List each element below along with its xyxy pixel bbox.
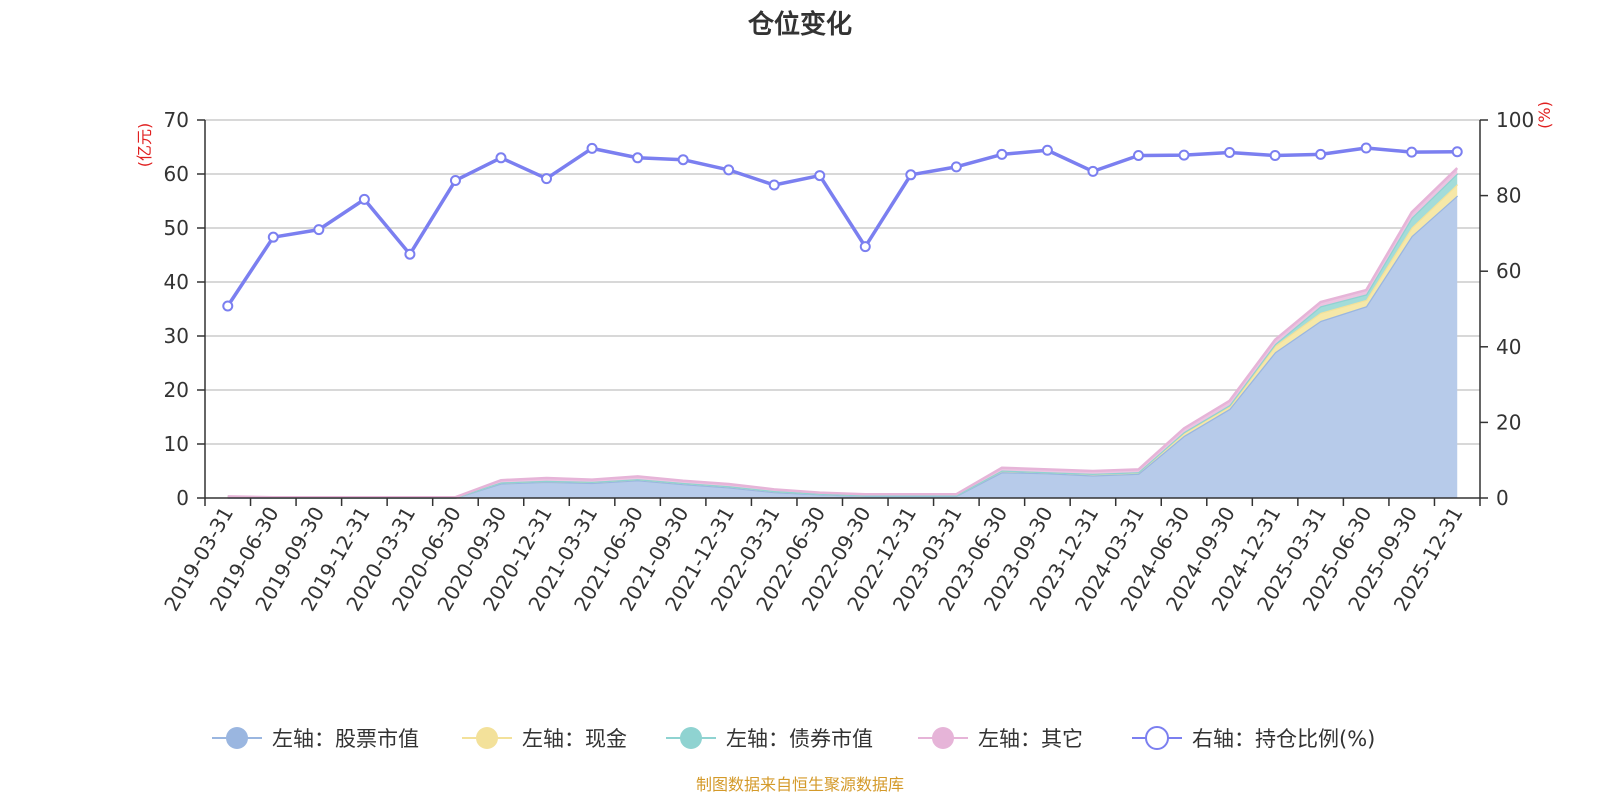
ratio-point[interactable] [905,169,917,181]
stacked-areas [227,167,1459,499]
ratio-point[interactable] [814,170,826,182]
left-tick-label: 70 [164,108,189,132]
left-tick-label: 60 [164,162,189,186]
legend-label: 左轴：其它 [978,727,1083,751]
ratio-point[interactable] [222,300,234,312]
ratio-point[interactable] [586,142,598,154]
legend-item-5[interactable]: 右轴：持仓比例(%) [1132,726,1375,751]
legend-item-4[interactable]: 左轴：其它 [918,727,1083,751]
ratio-point[interactable] [1360,142,1372,154]
ratio-point[interactable] [404,248,416,260]
right-axis-unit: (%) [1535,101,1554,129]
ratio-point[interactable] [859,241,871,253]
legend-marker [476,727,498,749]
legend: 左轴：股票市值 左轴：现金 左轴：债券市值 左轴：其它 右轴：持仓比例(%) [212,726,1375,751]
legend-label: 右轴：持仓比例(%) [1192,727,1375,751]
legend-label: 左轴：债券市值 [726,727,873,751]
right-tick-label: 100 [1496,108,1534,132]
left-tick-label: 50 [164,216,189,240]
ratio-point[interactable] [358,193,370,205]
ratio-point[interactable] [495,152,507,164]
legend-marker [680,727,702,749]
ratio-point[interactable] [768,179,780,191]
ratio-line-path [226,146,1458,307]
legend-label: 左轴：股票市值 [272,727,419,751]
ratio-point[interactable] [632,152,644,164]
right-tick-label: 0 [1496,486,1509,510]
ratio-point[interactable] [1451,146,1463,158]
right-tick-label: 20 [1496,410,1521,434]
ratio-point[interactable] [1132,150,1144,162]
right-tick-label: 80 [1496,184,1521,208]
legend-marker [932,727,954,749]
left-tick-label: 0 [176,486,189,510]
ratio-point[interactable] [1224,147,1236,159]
legend-item-1[interactable]: 左轴：股票市值 [212,727,419,751]
ratio-point[interactable] [313,224,325,236]
ratio-point[interactable] [1269,150,1281,162]
source-note: 制图数据来自恒生聚源数据库 [696,775,904,794]
area-edge-series-4 [227,167,1459,499]
legend-marker [226,727,248,749]
left-tick-label: 10 [164,432,189,456]
ratio-point[interactable] [449,174,461,186]
ratio-point[interactable] [1087,165,1099,177]
ratio-point[interactable] [677,154,689,166]
area-series-1 [227,195,1458,498]
right-tick-label: 60 [1496,259,1521,283]
ratio-point[interactable] [1315,148,1327,160]
left-axis-unit: (亿元) [135,123,154,168]
ratio-point[interactable] [541,173,553,185]
ratio-point[interactable] [723,164,735,176]
chart-title: 仓位变化 [747,9,852,40]
ratio-point[interactable] [996,148,1008,160]
grid-lines [205,119,1480,445]
legend-marker [1145,726,1169,750]
left-tick-label: 20 [164,378,189,402]
left-tick-label: 40 [164,270,189,294]
legend-item-3[interactable]: 左轴：债券市值 [666,727,873,751]
ratio-line [222,142,1463,312]
ratio-point[interactable] [1041,144,1053,156]
left-tick-label: 30 [164,324,189,348]
ratio-point[interactable] [1406,146,1418,158]
legend-label: 左轴：现金 [522,727,627,751]
ratio-point[interactable] [267,231,279,243]
ratio-point[interactable] [1178,149,1190,161]
ratio-point[interactable] [950,161,962,173]
legend-item-2[interactable]: 左轴：现金 [462,727,627,751]
right-tick-label: 40 [1496,335,1521,359]
